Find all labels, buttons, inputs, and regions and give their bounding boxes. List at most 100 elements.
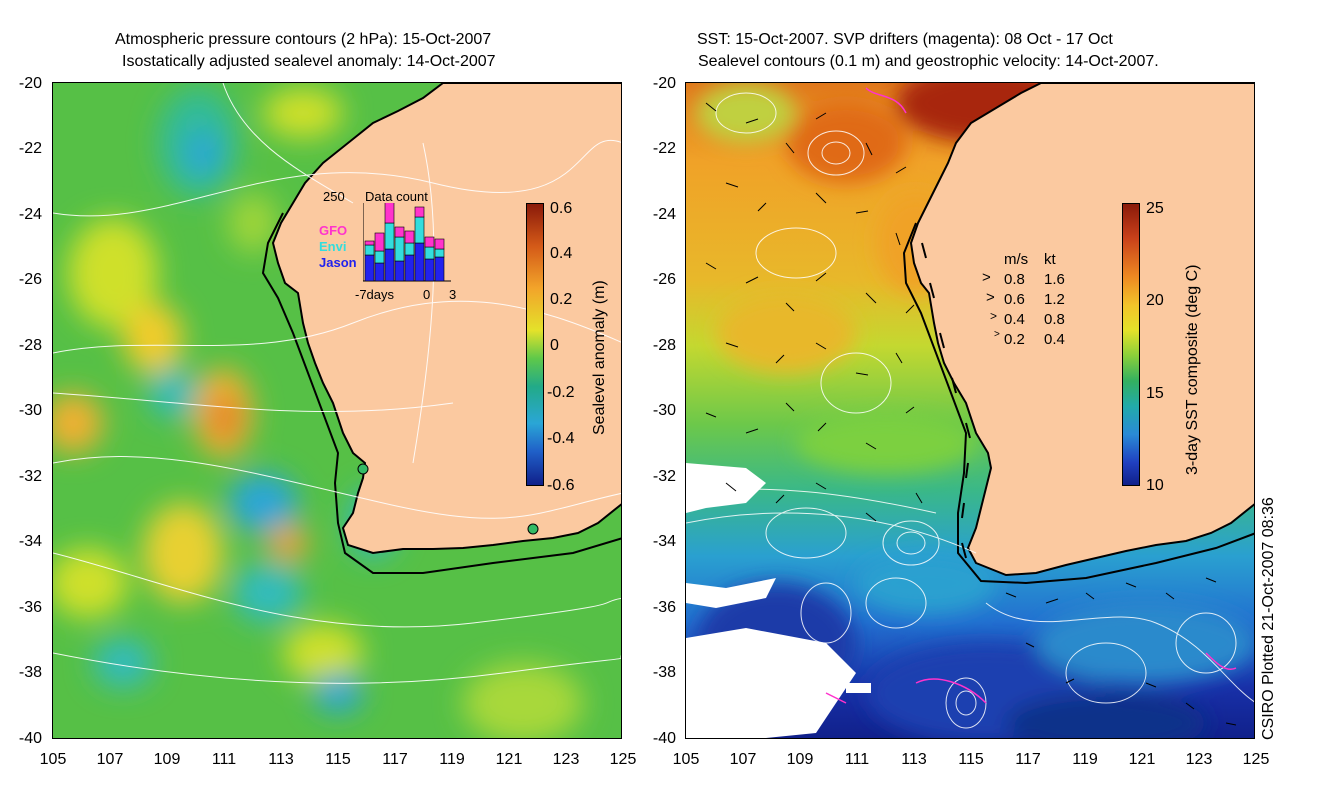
left-xtick: 115	[325, 751, 351, 768]
cbar-tick: 0.2	[550, 291, 573, 308]
left-xtick: 107	[96, 751, 124, 768]
right-title-line2: Sealevel contours (0.1 m) and geostrophi…	[698, 53, 1159, 70]
right-ytick: -40	[652, 730, 676, 747]
vel-legend-arrow-icon: >	[982, 269, 991, 286]
right-ytick: -34	[652, 533, 676, 550]
left-ytick: -20	[18, 75, 42, 92]
vel-legend-ms: 0.6	[1004, 291, 1025, 308]
inset-max-label: 250	[323, 189, 345, 204]
right-ytick: -30	[652, 402, 676, 419]
inset-envi-label: Envi	[319, 239, 347, 254]
left-xtick: 117	[382, 751, 408, 768]
right-ytick: -20	[652, 75, 676, 92]
left-ytick: -22	[18, 140, 42, 157]
left-ytick: -24	[18, 206, 42, 223]
cloud-mask	[686, 463, 871, 738]
cbar-tick: 0.4	[550, 245, 573, 262]
plot-credit: CSIRO Plotted 21-Oct-2007 08:36	[1260, 497, 1277, 740]
right-xtick: 121	[1128, 751, 1156, 768]
left-xtick: 105	[39, 751, 67, 768]
sealevel-colorbar	[526, 203, 544, 486]
left-xtick: 125	[609, 751, 637, 768]
sst-colorbar	[1122, 203, 1140, 486]
sst-cbar-label: 3-day SST composite (deg C)	[1184, 264, 1201, 475]
vel-legend-arrow-icon: >	[990, 309, 998, 323]
left-title-line2: Isostatically adjusted sealevel anomaly:…	[122, 53, 496, 70]
inset-jason-label: Jason	[319, 255, 357, 270]
right-xtick: 115	[958, 751, 984, 768]
vel-legend-ms: 0.4	[1004, 311, 1025, 328]
right-ytick: -22	[652, 140, 676, 157]
boundary-current-vectors	[921, 242, 971, 559]
inset-x-right: 3	[449, 287, 457, 302]
right-xtick: 123	[1185, 751, 1213, 768]
left-xtick: 123	[552, 751, 580, 768]
right-xtick: 117	[1015, 751, 1041, 768]
left-ytick: -26	[18, 271, 42, 288]
inset-x-mid: 0	[423, 287, 431, 302]
vel-legend-kt: 1.2	[1044, 291, 1065, 308]
vel-legend-arrow-icon: >	[986, 289, 995, 306]
sealevel-anomaly-field	[53, 88, 583, 738]
right-ytick: -28	[652, 337, 676, 354]
vel-legend-kt: 0.4	[1044, 331, 1065, 348]
inset-x-left: -7days	[355, 287, 395, 302]
sealevel-contours	[686, 92, 1254, 729]
left-xtick: 111	[211, 751, 237, 768]
vel-legend-kt: 1.6	[1044, 271, 1065, 288]
australia-land	[909, 83, 1254, 577]
left-ytick: -28	[18, 337, 42, 354]
left-xtick: 121	[495, 751, 523, 768]
pressure-contours	[53, 83, 621, 684]
inset-histogram	[363, 203, 451, 282]
right-ytick: -32	[652, 468, 676, 485]
right-title-line1: SST: 15-Oct-2007. SVP drifters (magenta)…	[697, 31, 1113, 48]
right-map-svg	[686, 83, 1254, 738]
left-map: 250 Data count GFO Envi Jason -7days 0 3…	[52, 82, 622, 739]
left-ytick: -30	[18, 402, 42, 419]
cbar-tick: -0.6	[547, 477, 575, 494]
drifter-tracks	[825, 87, 1237, 704]
velocity-vectors	[705, 102, 1237, 726]
vel-legend-ms-header: m/s	[1004, 251, 1029, 268]
right-xtick: 109	[786, 751, 814, 768]
sst-cbar-tick: 20	[1146, 292, 1164, 309]
sst-cbar-tick: 10	[1146, 477, 1164, 494]
vel-legend-arrow-icon: >	[994, 329, 1000, 340]
left-title-line1: Atmospheric pressure contours (2 hPa): 1…	[115, 31, 492, 48]
right-xtick: 113	[901, 751, 927, 768]
right-map: m/s kt > 0.8 1.6 > 0.6 1.2 > 0.4 0.8 > 0…	[685, 82, 1255, 739]
right-ytick: -24	[652, 206, 676, 223]
left-ytick: -32	[18, 468, 42, 485]
cbar-tick: -0.4	[547, 430, 575, 447]
right-xtick: 125	[1242, 751, 1270, 768]
right-xtick: 111	[844, 751, 870, 768]
left-xtick: 109	[153, 751, 181, 768]
tide-gauge-marker	[357, 463, 369, 475]
right-xtick: 107	[729, 751, 757, 768]
inset-title: Data count	[365, 189, 428, 204]
right-xtick: 105	[672, 751, 700, 768]
cbar-tick: 0.6	[550, 200, 573, 217]
right-ytick: -26	[652, 271, 676, 288]
left-ytick: -36	[18, 599, 42, 616]
vel-legend-ms: 0.8	[1004, 271, 1025, 288]
cbar-label: Sealevel anomaly (m)	[591, 280, 608, 435]
left-ytick: -40	[18, 730, 42, 747]
left-xtick: 119	[439, 751, 465, 768]
vel-legend-kt: 0.8	[1044, 311, 1065, 328]
inset-gfo-label: GFO	[319, 223, 348, 238]
right-ytick: -36	[652, 599, 676, 616]
left-ytick: -38	[18, 664, 42, 681]
sst-cbar-tick: 15	[1146, 385, 1164, 402]
left-xtick: 113	[268, 751, 294, 768]
sst-cbar-tick: 25	[1146, 200, 1164, 217]
vel-legend-kt-header: kt	[1044, 251, 1056, 268]
cbar-tick: -0.2	[547, 384, 575, 401]
right-xtick: 119	[1072, 751, 1098, 768]
vel-legend-ms: 0.2	[1004, 331, 1025, 348]
left-ytick: -34	[18, 533, 42, 550]
right-ytick: -38	[652, 664, 676, 681]
cbar-tick: 0	[550, 337, 559, 354]
tide-gauge-marker	[527, 523, 539, 535]
